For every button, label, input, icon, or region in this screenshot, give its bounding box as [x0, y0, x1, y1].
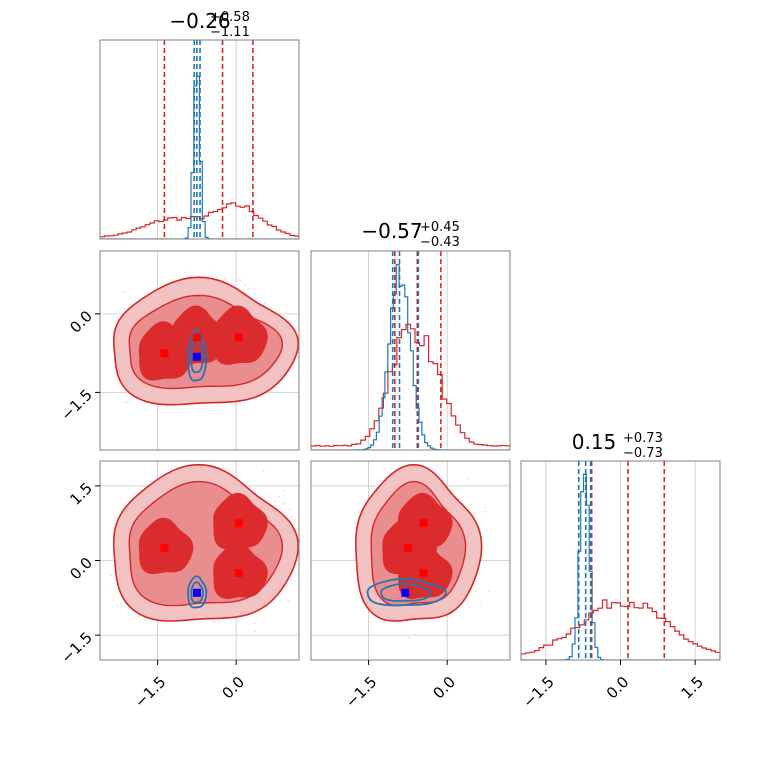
scatter-panel-1-3-blue-contour-outer: [187, 575, 208, 609]
scatter-panel-1-3-blue-mode-marker: [192, 588, 201, 597]
scatter-panel-1-2-blue-mode-marker: [192, 352, 201, 361]
title-param-2-minus: −0.43: [420, 235, 460, 250]
title-param-1-plus: +0.58: [210, 10, 250, 25]
scatter-panel-1-2-red-mode-marker-2: [234, 333, 243, 342]
title-param-3-value: 0.15: [572, 430, 617, 454]
scatter-panel-2-3-blue-contour-inner: [380, 582, 433, 602]
scatter-panel-1-3-red-mode-marker-1: [234, 519, 243, 528]
scatter-panel-2-3-red-mode-marker-0: [403, 544, 412, 553]
scatter-panel-1-3-blue-contour-inner: [190, 581, 204, 604]
hist-panel-3: [520, 460, 721, 661]
title-param-2-value: −0.57: [361, 219, 422, 243]
scatter-panel-2-3-blue-contour-outer: [366, 577, 448, 607]
scatter-panel-1-3: [99, 460, 300, 661]
hist-panel-2: [310, 250, 511, 451]
scatter-panel-1-2-red-mode-marker-0: [160, 349, 169, 358]
scatter-panel-2-3-border: [310, 460, 511, 661]
title-param-3-minus: −0.73: [623, 446, 663, 461]
title-param-1-minus: −1.11: [210, 25, 250, 40]
hist-panel-1-border: [99, 39, 300, 240]
scatter-panel-1-2-border: [99, 250, 300, 451]
hist-2-red-series: [311, 323, 510, 450]
title-param-2-plus: +0.45: [420, 220, 460, 235]
scatter-panel-1-3-red-mode-marker-2: [234, 568, 243, 577]
scatter-panel-1-2-red-mode-marker-1: [192, 333, 201, 342]
title-param-2: −0.57: [361, 219, 422, 243]
title-param-3-plus: +0.73: [623, 431, 663, 446]
hist-panel-1: [99, 39, 300, 240]
scatter-panel-1-3-red-mode-marker-0: [160, 544, 169, 553]
scatter-panel-1-2: [99, 250, 300, 451]
scatter-panel-1-2-blue-contour-inner: [190, 338, 204, 374]
title-param-1: −0.26: [169, 9, 230, 33]
hist-panel-2-border: [310, 250, 511, 451]
title-param-1-value: −0.26: [169, 9, 230, 33]
scatter-panel-2-3-blue-mode-marker: [401, 588, 410, 597]
scatter-panel-1-2-blue-contour-outer: [187, 329, 208, 382]
scatter-panel-2-3: [310, 460, 511, 661]
scatter-panel-2-3-red-mode-marker-1: [419, 519, 428, 528]
hist-3-red-series: [521, 599, 720, 660]
title-param-3: 0.15: [572, 430, 617, 454]
scatter-panel-2-3-red-mode-marker-2: [419, 568, 428, 577]
